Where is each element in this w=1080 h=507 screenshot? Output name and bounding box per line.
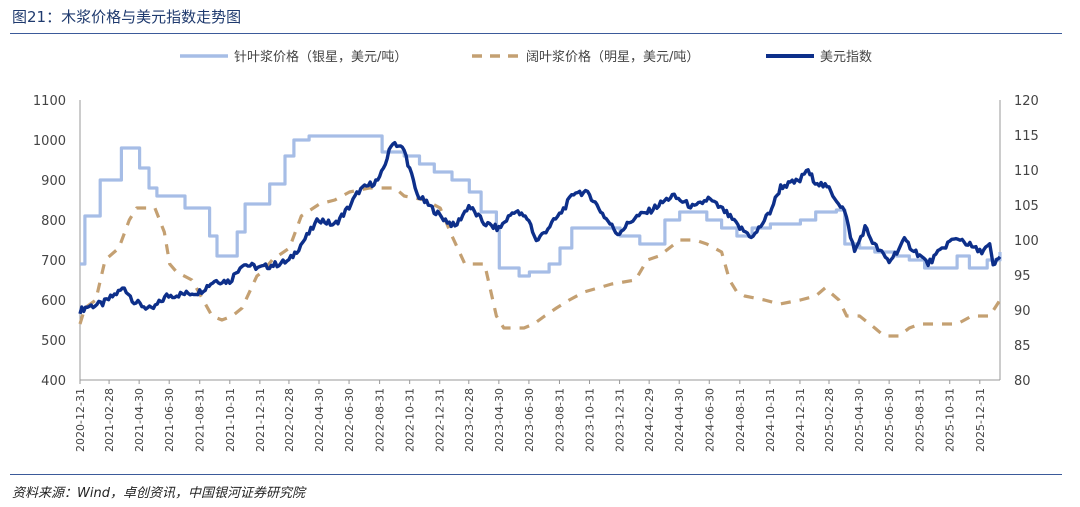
x-tick-label: 2021-06-30: [163, 388, 176, 452]
x-tick-label: 2021-12-31: [254, 388, 267, 452]
legend-label-broad: 阔叶浆价格（明星，美元/吨）: [526, 49, 699, 65]
x-tick-label: 2025-10-31: [944, 388, 957, 452]
y-right-tick-label: 120: [1014, 94, 1039, 109]
source-note: 资料来源：Wind，卓创资讯，中国银河证券研究院: [12, 486, 305, 501]
x-tick-label: 2023-10-31: [584, 388, 597, 452]
x-tick-label: 2025-06-30: [883, 388, 896, 452]
x-tick-label: 2022-04-30: [313, 388, 326, 452]
x-tick-label: 2025-08-31: [914, 388, 927, 452]
x-tick-label: 2025-12-31: [974, 388, 987, 452]
title-rule: [10, 33, 1062, 34]
y-left-tick-label: 1000: [33, 134, 66, 149]
legend: 针叶浆价格（银星，美元/吨） 阔叶浆价格（明星，美元/吨） 美元指数: [180, 49, 872, 65]
x-tick-label: 2021-10-31: [224, 388, 237, 452]
y-left-tick-label: 500: [41, 334, 66, 349]
x-tick-label: 2025-04-30: [853, 388, 866, 452]
x-tick-label: 2024-12-31: [794, 388, 807, 452]
x-tick-label: 2023-12-31: [614, 388, 627, 452]
figure-title: 图21：木浆价格与美元指数走势图: [12, 8, 242, 26]
x-tick-label: 2023-06-30: [523, 388, 536, 452]
x-tick-label: 2023-04-30: [493, 388, 506, 452]
x-tick-label: 2023-02-28: [463, 388, 476, 452]
y-right-tick-label: 100: [1014, 234, 1039, 249]
axes: 400 500 600 700 800 900 1000 1100 80 85 90 95 100 105…: [33, 94, 1039, 452]
series-line-usd-index: [78, 141, 1002, 315]
plot-area: [78, 134, 1002, 338]
x-tick-label: 2022-08-31: [374, 388, 387, 452]
y-left-tick-label: 900: [41, 174, 66, 189]
x-tick-label: 2024-08-31: [734, 388, 747, 452]
series-line-needle-pulp: [80, 134, 1002, 278]
x-tick-label: 2022-10-31: [404, 388, 417, 452]
x-tick-label: 2024-06-30: [703, 388, 716, 452]
legend-label-needle: 针叶浆价格（银星，美元/吨）: [234, 49, 407, 65]
y-right-tick-label: 85: [1014, 339, 1031, 354]
series-line-broad-pulp: [78, 186, 1002, 338]
x-tick-label: 2022-02-28: [283, 388, 296, 452]
x-tick-label: 2024-10-31: [764, 388, 777, 452]
x-tick-label: 2024-02-29: [643, 388, 656, 452]
y-right-tick-label: 95: [1014, 269, 1031, 284]
y-left-tick-label: 600: [41, 294, 66, 309]
y-left-tick-label: 1100: [33, 94, 66, 109]
x-tick-label: 2022-06-30: [343, 388, 356, 452]
y-left-tick-label: 800: [41, 214, 66, 229]
source-rule: [10, 474, 1062, 475]
x-tick-label: 2021-08-31: [194, 388, 207, 452]
x-tick-label: 2023-08-31: [553, 388, 566, 452]
x-tick-label: 2021-02-28: [103, 388, 116, 452]
x-tick-label: 2025-02-28: [823, 388, 836, 452]
y-right-tick-label: 90: [1014, 304, 1031, 319]
y-right-tick-label: 115: [1014, 129, 1039, 144]
x-tick-label: 2022-12-31: [434, 388, 447, 452]
y-right-tick-label: 110: [1014, 164, 1039, 179]
y-left-tick-label: 700: [41, 254, 66, 269]
y-right-tick-label: 80: [1014, 374, 1031, 389]
y-left-tick-label: 400: [41, 374, 66, 389]
x-tick-label: 2021-04-30: [133, 388, 146, 452]
legend-label-usd: 美元指数: [820, 50, 872, 65]
x-tick-label: 2020-12-31: [74, 388, 87, 452]
x-tick-label: 2024-04-30: [673, 388, 686, 452]
y-right-tick-label: 105: [1014, 199, 1039, 214]
